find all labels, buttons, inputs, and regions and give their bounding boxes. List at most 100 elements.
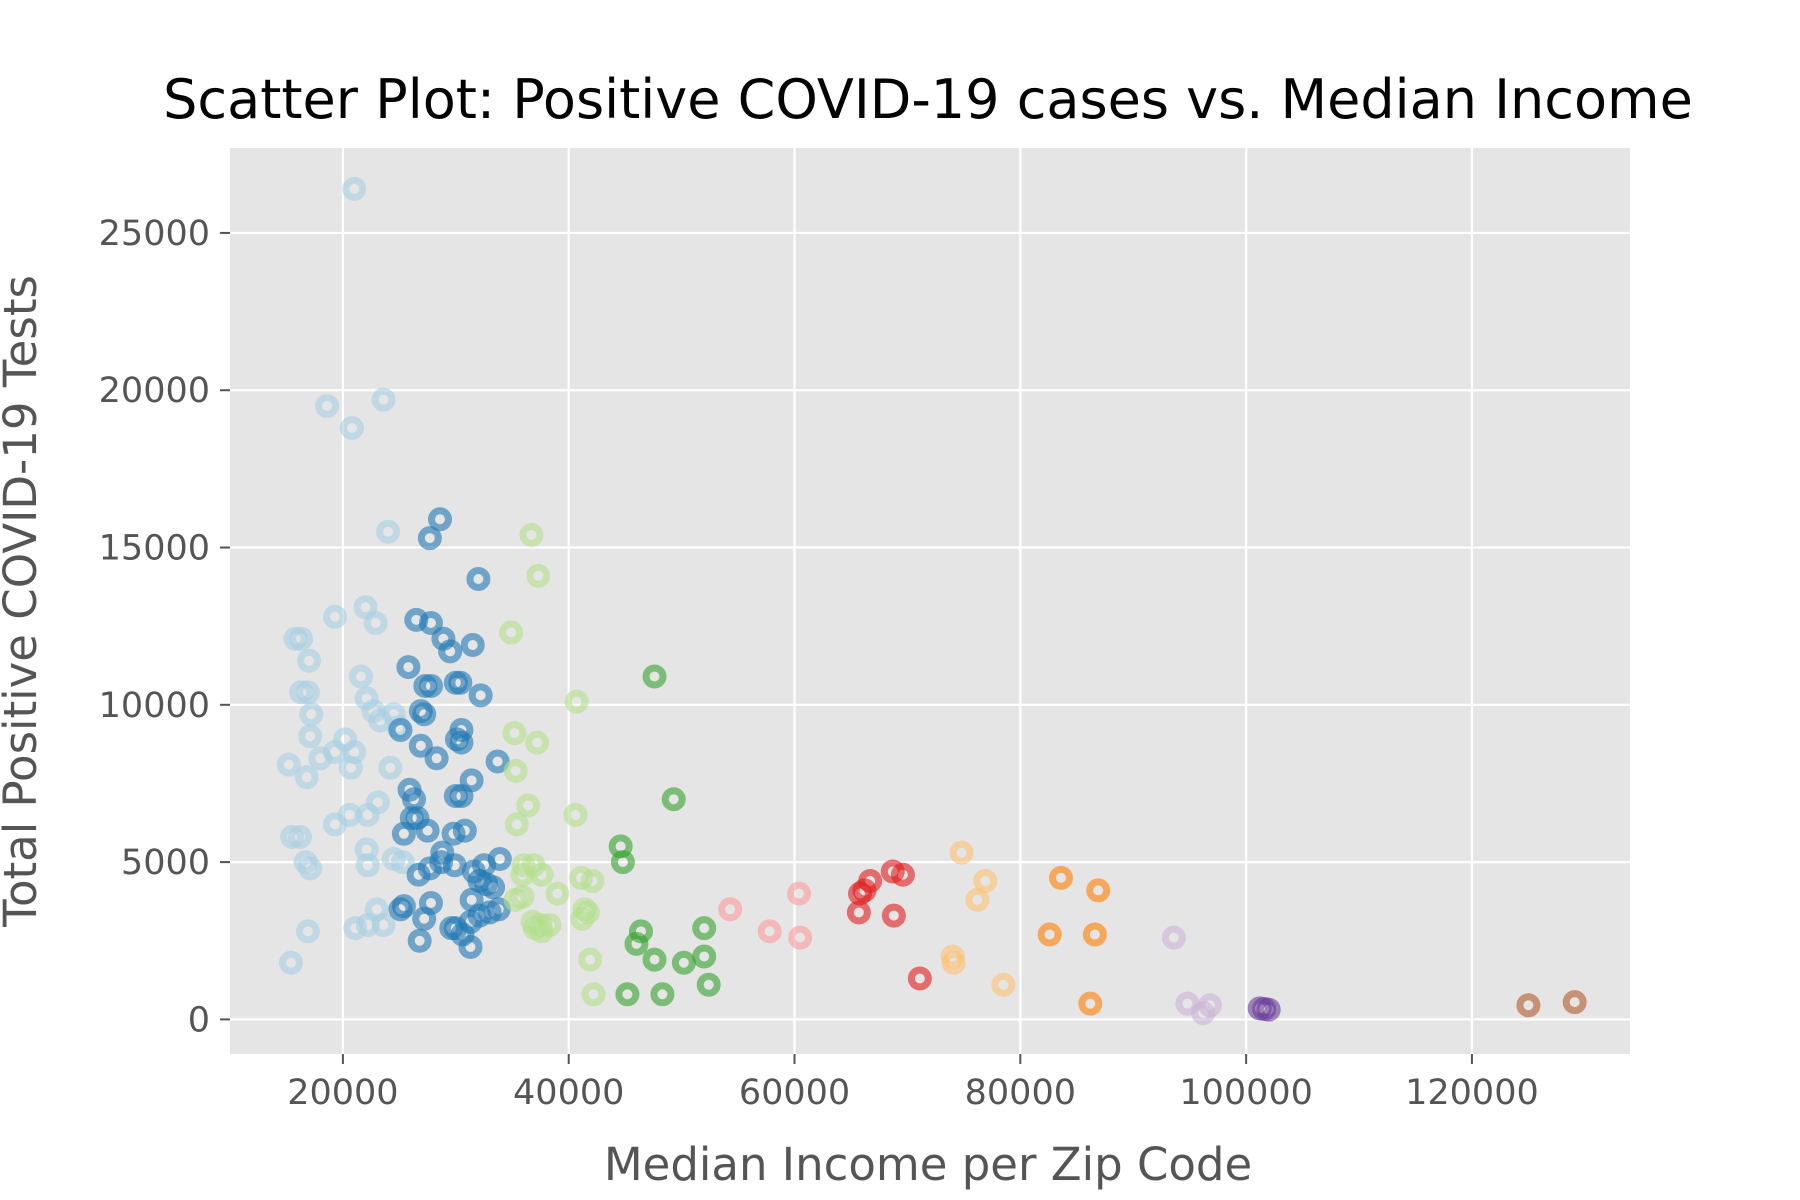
scatter-point <box>449 730 474 755</box>
scatter-point <box>502 721 527 746</box>
scatter-point <box>442 853 467 878</box>
scatter-point <box>580 868 605 893</box>
scatter-point <box>907 966 932 991</box>
scatter-point <box>519 522 544 547</box>
scatter-point <box>342 176 367 201</box>
x-axis-label: Median Income per Zip Code <box>604 1138 1252 1191</box>
scatter-point <box>363 611 388 636</box>
scatter-point <box>406 862 431 887</box>
scatter-point <box>459 768 484 793</box>
scatter-point <box>570 906 595 931</box>
scatter-point <box>371 387 396 412</box>
scatter-point <box>343 916 368 941</box>
scatter-point <box>315 393 340 418</box>
scatter-point <box>525 730 550 755</box>
plot-area <box>230 148 1630 1054</box>
scatter-point <box>298 724 323 749</box>
scatter-point <box>418 611 443 636</box>
scatter-point <box>376 519 401 544</box>
scatter-point <box>391 821 416 846</box>
scatter-point <box>323 812 347 837</box>
scatter-point <box>578 947 603 972</box>
data-points <box>276 176 1587 1026</box>
scatter-point <box>441 821 466 846</box>
scatter-point <box>298 856 323 881</box>
scatter-point <box>407 928 432 953</box>
scatter-point <box>624 931 649 956</box>
scatter-point <box>481 875 506 900</box>
scatter-point <box>412 702 437 727</box>
scatter-point <box>1082 922 1107 947</box>
scatter-point <box>499 620 524 645</box>
grid-lines <box>230 148 1630 1054</box>
scatter-point <box>278 950 303 975</box>
scatter-point <box>338 755 363 780</box>
scatter-point <box>1191 1001 1216 1026</box>
scatter-point <box>757 919 782 944</box>
scatter-point <box>452 818 477 843</box>
scatter-point <box>510 884 535 909</box>
scatter-point <box>417 526 442 551</box>
scatter-point <box>696 972 721 997</box>
scatter-point <box>881 903 906 928</box>
scatter-point <box>692 916 717 941</box>
scatter-point <box>516 793 541 818</box>
scatter-point <box>353 595 378 620</box>
y-tick-label: 15000 <box>99 529 210 569</box>
scatter-point <box>1161 925 1186 950</box>
scatter-point <box>438 639 463 664</box>
scatter-point <box>466 566 491 591</box>
scatter-point <box>468 683 493 708</box>
x-tick-label: 40000 <box>513 1073 624 1113</box>
scatter-point <box>1516 993 1541 1018</box>
scatter-point <box>1562 990 1587 1015</box>
scatter-point <box>323 604 347 629</box>
scatter-point <box>276 752 301 777</box>
scatter-point <box>1037 922 1062 947</box>
scatter-point <box>650 982 675 1007</box>
scatter-point <box>308 746 333 771</box>
scatter-point <box>295 919 320 944</box>
scatter-point <box>973 868 998 893</box>
scatter-point <box>424 746 449 771</box>
y-tick-label: 5000 <box>121 843 210 883</box>
scatter-point <box>396 655 421 680</box>
scatter-point <box>418 673 443 698</box>
scatter-point <box>991 972 1016 997</box>
scatter-point <box>297 648 322 673</box>
scatter-point <box>787 881 812 906</box>
scatter-point <box>391 894 416 919</box>
scatter-point <box>485 749 510 774</box>
scatter-point <box>355 802 380 827</box>
scatter-point <box>564 689 589 714</box>
scatter-point <box>563 802 588 827</box>
scatter-point <box>1048 865 1073 890</box>
scatter-point <box>529 862 554 887</box>
scatter-point <box>890 862 915 887</box>
scatter-point <box>718 897 743 922</box>
scatter-point <box>504 812 529 837</box>
axis-ticks: 20000 40000 60000 80000 100000 120000 0 5000 100… <box>99 214 1539 1113</box>
scatter-point <box>569 865 594 890</box>
scatter-point <box>692 944 717 969</box>
scatter-point <box>661 787 686 812</box>
scatter-point <box>288 824 312 849</box>
y-tick-label: 0 <box>188 1000 210 1040</box>
scatter-point <box>581 982 606 1007</box>
scatter-point <box>1078 991 1103 1016</box>
scatter-point <box>610 850 635 875</box>
scatter-point <box>852 878 877 903</box>
scatter-point <box>428 507 452 532</box>
scatter-point <box>339 415 364 440</box>
x-tick-label: 20000 <box>287 1073 398 1113</box>
scatter-point <box>458 935 483 960</box>
scatter-point <box>299 702 324 727</box>
y-tick-label: 20000 <box>99 371 210 411</box>
x-tick-label: 60000 <box>739 1073 850 1113</box>
scatter-point <box>965 887 990 912</box>
x-tick-label: 120000 <box>1405 1073 1539 1113</box>
scatter-point <box>949 840 974 865</box>
scatter-point <box>388 717 413 742</box>
scatter-point <box>526 563 551 588</box>
scatter-point <box>1086 878 1111 903</box>
